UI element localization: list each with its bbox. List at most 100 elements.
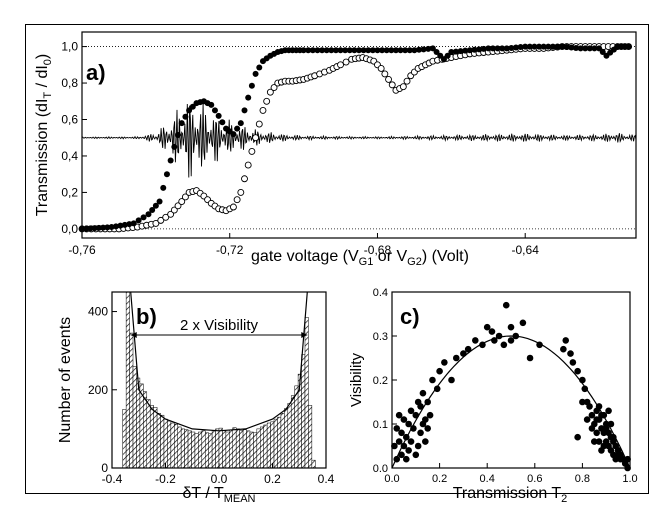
open-circle-point (170, 206, 178, 214)
filled-circle-point (178, 120, 185, 127)
filled-circle-point (140, 214, 147, 221)
data-point (502, 301, 510, 309)
histogram-bar (184, 429, 189, 469)
open-circle-point (162, 213, 170, 221)
data-point (598, 411, 605, 419)
panel-a-xlabel: gate voltage (VG1 or VG2) (Volt) (251, 248, 469, 268)
data-point (393, 455, 401, 463)
filled-circle-point (596, 45, 603, 52)
data-point (479, 341, 486, 349)
histogram-bar (263, 424, 268, 469)
histogram-bar (215, 428, 220, 469)
histogram-bar (129, 332, 134, 469)
filled-circle-point (503, 45, 510, 52)
open-circle-point (255, 120, 263, 128)
data-point (495, 332, 503, 340)
fit-line (391, 335, 631, 469)
histogram-bar (301, 354, 306, 469)
data-point (429, 376, 436, 384)
x-tick-label: -0.4 (102, 472, 123, 486)
filled-circle-point (440, 56, 447, 63)
filled-circle-point (599, 49, 606, 56)
data-point (424, 398, 432, 406)
data-point (407, 438, 415, 445)
histogram-bar (287, 403, 292, 469)
x-tick-label: -0,68 (364, 243, 392, 257)
filled-circle-point (489, 45, 496, 52)
filled-circle-point (512, 44, 519, 51)
y-tick-label: 0,2 (61, 185, 78, 199)
filled-circle-point (230, 131, 237, 138)
data-point (591, 438, 598, 445)
data-point (560, 345, 567, 353)
data-point (512, 332, 520, 340)
panel-b-fit-curve (130, 291, 308, 432)
data-point (433, 385, 441, 393)
histogram-bar (218, 427, 223, 469)
data-point (464, 345, 472, 353)
panel-b-ticks: -0.4 -0.2 0.0 0.2 0.4 0 200 400 (88, 305, 335, 486)
filled-circle-point (545, 43, 552, 50)
data-point (410, 425, 417, 432)
panel-b-visibility-arrow (130, 318, 308, 339)
histogram-bar (232, 427, 237, 469)
panel-a-oscillation-line (81, 102, 637, 178)
data-point (400, 416, 408, 423)
data-point (419, 389, 427, 397)
y-tick-label: 0,0 (61, 222, 78, 236)
filled-circle-point (342, 47, 349, 54)
filled-circle-point (462, 47, 469, 54)
data-point (595, 403, 603, 410)
y-tick-label: 0.3 (373, 331, 388, 343)
filled-circle-point (531, 43, 538, 50)
x-tick-label: 0.8 (575, 473, 590, 485)
data-point (395, 438, 403, 445)
histogram-bar (208, 433, 213, 469)
x-tick-label: 0.2 (264, 472, 281, 486)
open-circle-point (399, 83, 407, 91)
filled-circle-point (471, 46, 478, 53)
data-point (605, 407, 612, 415)
open-circle-point (174, 202, 182, 210)
open-circle-point (229, 203, 237, 211)
histogram-bar (290, 395, 295, 469)
filled-circle-point (112, 223, 119, 230)
histogram-bar (198, 431, 203, 469)
filled-circle-point (406, 47, 413, 54)
y-tick-label: 0,8 (61, 76, 78, 90)
data-point (610, 433, 617, 441)
histogram-bar (260, 426, 264, 469)
filled-circle-point (448, 49, 455, 56)
data-point (574, 367, 581, 375)
histogram-bar (266, 422, 271, 469)
filled-circle-point (420, 46, 427, 53)
histogram-bar (253, 432, 258, 469)
filled-circle-point (536, 43, 543, 50)
panel-c-ticks: 0.0 0.2 0.4 0.6 0.8 1.0 0.0 0.1 0.2 0.3 0.4 (373, 287, 638, 485)
data-point (491, 337, 498, 344)
filled-circle-point (397, 47, 404, 54)
x-tick-label: 0.0 (211, 472, 228, 486)
open-circle-point (167, 210, 175, 218)
x-tick-label: -0,72 (216, 243, 244, 257)
filled-circle-point (522, 43, 529, 50)
panel-a-reference-lines (82, 46, 636, 230)
data-point (422, 438, 429, 445)
annotation-bg (150, 318, 288, 334)
data-point (574, 433, 581, 441)
data-point (422, 416, 429, 423)
panel-c-fit-curve (391, 335, 631, 469)
open-circle-point (403, 77, 411, 85)
filled-circle-point (356, 47, 362, 54)
histogram-bar (170, 422, 175, 469)
filled-circle-point (444, 52, 451, 59)
data-point (448, 376, 455, 384)
histogram-bar (156, 412, 161, 469)
data-point (526, 354, 534, 362)
histogram-bar (177, 426, 182, 469)
histogram-bar (167, 420, 172, 469)
histogram-bar (204, 432, 209, 469)
x-tick-label: -0,64 (512, 243, 540, 257)
histogram-bar (308, 405, 313, 469)
filled-circle-point (117, 222, 124, 229)
